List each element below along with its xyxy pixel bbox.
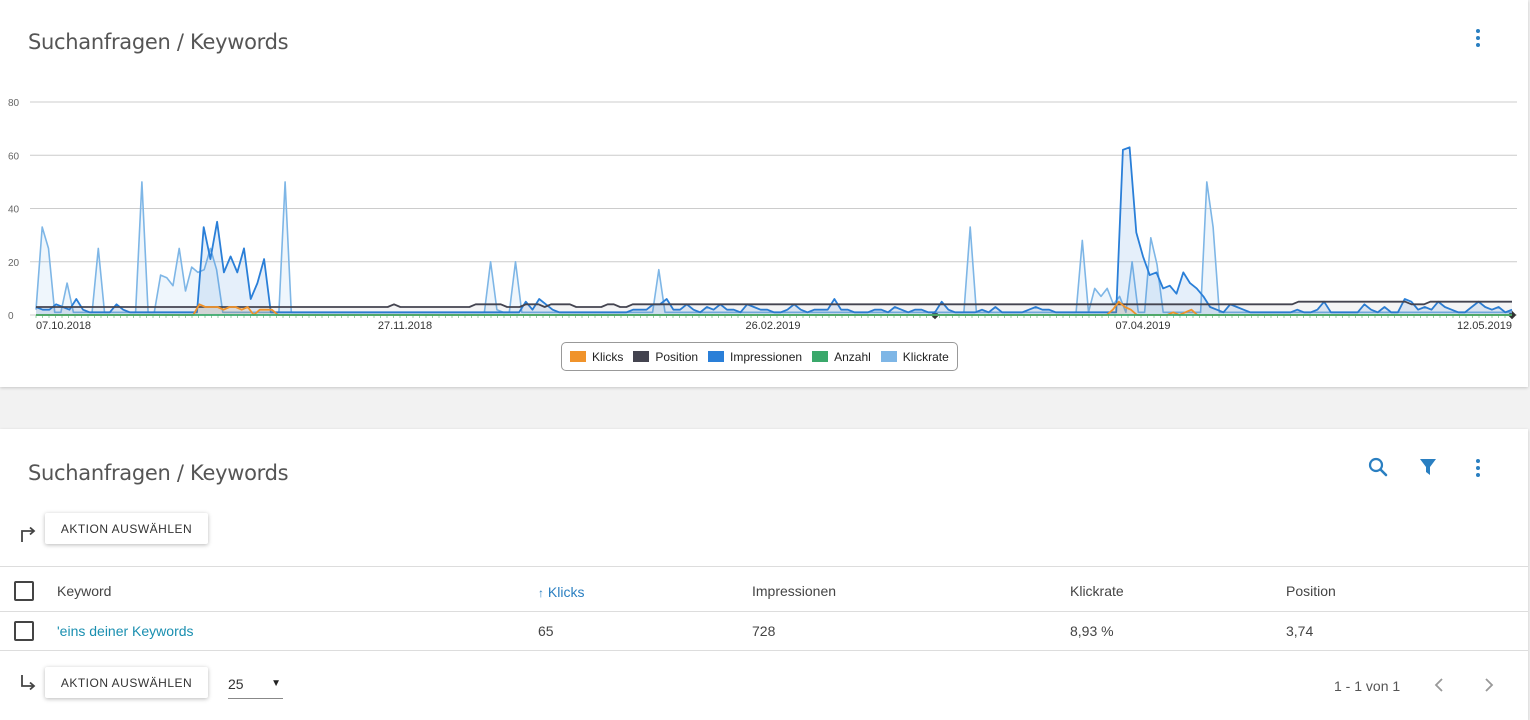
table-card: Suchanfragen / Keywords AKTION AUSWÄHLEN… bbox=[0, 429, 1528, 720]
column-header-klicks-label: Klicks bbox=[547, 584, 585, 600]
legend-item-klickrate[interactable]: Klickrate bbox=[880, 349, 949, 364]
x-tick-label: 12.05.2019 bbox=[1457, 320, 1512, 332]
series-area-klickrate bbox=[36, 181, 1512, 315]
keyword-chart: 80 60 40 20 0 07.10.2018 27.11.2018 26.02.2019 0… bbox=[8, 98, 1517, 332]
pagination-info: 1 - 1 von 1 bbox=[1334, 678, 1401, 694]
keyword-link[interactable]: 'eins deiner Keywords bbox=[57, 623, 194, 639]
legend-item-position[interactable]: Position bbox=[633, 350, 698, 364]
x-tick-label: 27.11.2018 bbox=[378, 320, 432, 332]
legend-label: Position bbox=[655, 349, 699, 364]
column-header-keyword[interactable]: Keyword bbox=[57, 583, 112, 599]
legend-label: Klickrate bbox=[902, 349, 949, 364]
column-header-klickrate[interactable]: Klickrate bbox=[1070, 583, 1124, 599]
legend-item-impressionen[interactable]: Impressionen bbox=[708, 350, 802, 364]
series-area-impressionen bbox=[36, 147, 1512, 315]
legend-swatch bbox=[633, 351, 650, 362]
cell-klickrate: 8,93 % bbox=[1070, 623, 1114, 639]
table-card-title: Suchanfragen / Keywords bbox=[28, 461, 289, 485]
select-all-checkbox[interactable] bbox=[14, 581, 34, 601]
legend-label: Impressionen bbox=[730, 349, 803, 364]
y-tick-label: 0 bbox=[8, 311, 14, 322]
page-size-select[interactable]: 25 ▼ bbox=[228, 669, 283, 699]
turn-down-right-arrow-icon bbox=[21, 675, 36, 691]
filter-icon[interactable] bbox=[1414, 453, 1442, 481]
y-tick-label: 60 bbox=[8, 151, 20, 162]
kebab-menu-icon[interactable] bbox=[1464, 24, 1492, 52]
y-tick-label: 40 bbox=[8, 205, 20, 216]
divider bbox=[0, 566, 1528, 567]
column-header-klicks[interactable]: ↑ Klicks bbox=[538, 584, 584, 600]
dropdown-arrow-icon: ▼ bbox=[271, 678, 281, 689]
action-select-button-bottom[interactable]: AKTION AUSWÄHLEN bbox=[45, 667, 208, 698]
chart-card: Suchanfragen / Keywords 80 60 40 20 0 07.10.2… bbox=[0, 0, 1528, 387]
legend-item-klicks[interactable]: Klicks bbox=[570, 350, 623, 364]
column-header-impressionen[interactable]: Impressionen bbox=[752, 583, 837, 599]
legend-swatch bbox=[708, 351, 725, 362]
legend-item-anzahl[interactable]: Anzahl bbox=[812, 350, 871, 364]
chart-card-title: Suchanfragen / Keywords bbox=[28, 30, 289, 54]
legend-swatch bbox=[570, 351, 586, 362]
page-size-value: 25 bbox=[228, 675, 244, 692]
previous-page-icon[interactable] bbox=[1427, 673, 1451, 697]
divider bbox=[0, 611, 1528, 612]
next-page-icon[interactable] bbox=[1477, 673, 1501, 697]
x-tick-label: 07.10.2018 bbox=[36, 320, 91, 332]
legend-label: Klicks bbox=[592, 349, 624, 364]
cell-position: 3,74 bbox=[1286, 623, 1314, 639]
cell-klicks: 65 bbox=[538, 623, 554, 639]
cell-impressionen: 728 bbox=[752, 623, 776, 639]
series-line-position bbox=[36, 300, 1512, 308]
legend-swatch bbox=[880, 351, 897, 362]
column-header-position[interactable]: Position bbox=[1286, 583, 1336, 599]
divider bbox=[0, 650, 1528, 651]
search-icon[interactable] bbox=[1364, 453, 1392, 481]
legend-label: Anzahl bbox=[834, 349, 871, 364]
x-tick-label: 07.04.2019 bbox=[1115, 320, 1170, 332]
chart-legend: Klicks Position Impressionen Anzahl Klickrat… bbox=[561, 342, 958, 371]
sort-ascending-icon: ↑ bbox=[538, 586, 544, 600]
turn-right-arrow-icon bbox=[21, 526, 36, 542]
action-select-button-top[interactable]: AKTION AUSWÄHLEN bbox=[45, 513, 208, 544]
x-tick-label: 26.02.2019 bbox=[745, 320, 800, 332]
row-checkbox[interactable] bbox=[14, 621, 34, 641]
legend-swatch bbox=[812, 351, 829, 362]
series-line-impressionen bbox=[35, 146, 1513, 314]
y-tick-label: 20 bbox=[8, 258, 20, 269]
y-tick-label: 80 bbox=[8, 98, 20, 109]
kebab-menu-icon[interactable] bbox=[1464, 454, 1492, 482]
